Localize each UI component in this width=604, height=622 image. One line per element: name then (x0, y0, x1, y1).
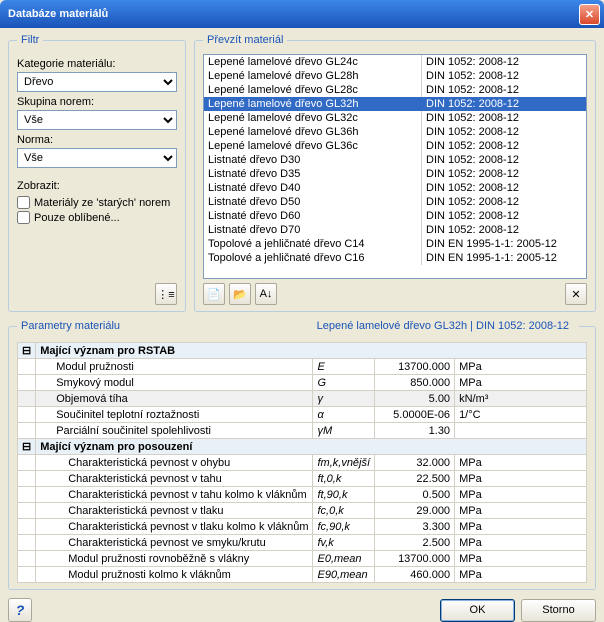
material-row[interactable]: Listnaté dřevo D70DIN 1052: 2008-12 (204, 223, 586, 237)
material-row[interactable]: Listnaté dřevo D50DIN 1052: 2008-12 (204, 195, 586, 209)
help-button[interactable]: ? (8, 598, 32, 622)
material-row[interactable]: Topolové a jehličnaté dřevo C16DIN EN 19… (204, 251, 586, 265)
material-row[interactable]: Lepené lamelové dřevo GL36cDIN 1052: 200… (204, 139, 586, 153)
standard-select[interactable]: Vše (17, 148, 177, 168)
titlebar: Databáze materiálů ✕ (0, 0, 604, 28)
standard-group-select[interactable]: Vše (17, 110, 177, 130)
category-label: Kategorie materiálu: (17, 58, 177, 70)
sort-button[interactable]: A↓ (255, 283, 277, 305)
favorites-label: Pouze oblíbené... (34, 212, 120, 224)
ok-button[interactable]: OK (440, 599, 515, 622)
params-legend: Parametry materiálu (21, 320, 120, 332)
filter-legend: Filtr (17, 34, 43, 46)
material-row[interactable]: Listnaté dřevo D35DIN 1052: 2008-12 (204, 167, 586, 181)
filter-panel: Filtr Kategorie materiálu: Dřevo Skupina… (8, 34, 186, 312)
params-header-right: Lepené lamelové dřevo GL32h | DIN 1052: … (317, 320, 575, 332)
standard-group-label: Skupina norem: (17, 96, 177, 108)
new-material-button[interactable]: 📄 (203, 283, 225, 305)
material-row[interactable]: Listnaté dřevo D30DIN 1052: 2008-12 (204, 153, 586, 167)
material-row[interactable]: Lepené lamelové dřevo GL36hDIN 1052: 200… (204, 125, 586, 139)
material-row[interactable]: Lepené lamelové dřevo GL32cDIN 1052: 200… (204, 111, 586, 125)
material-row[interactable]: Listnaté dřevo D40DIN 1052: 2008-12 (204, 181, 586, 195)
material-row[interactable]: Topolové a jehličnaté dřevo C14DIN EN 19… (204, 237, 586, 251)
material-row[interactable]: Lepené lamelové dřevo GL28cDIN 1052: 200… (204, 83, 586, 97)
old-standards-checkbox[interactable] (17, 196, 30, 209)
material-row[interactable]: Lepené lamelové dřevo GL24cDIN 1052: 200… (204, 55, 586, 69)
window-title: Databáze materiálů (8, 8, 579, 20)
standard-label: Norma: (17, 134, 177, 146)
materials-legend: Převzít materiál (203, 34, 287, 46)
parameters-table: ⊟Mající význam pro RSTABModul pružnostiE… (17, 342, 587, 583)
materials-listbox[interactable]: Lepené lamelové dřevo GL24cDIN 1052: 200… (203, 54, 587, 279)
parameters-panel: Parametry materiálu Lepené lamelové dřev… (8, 320, 596, 590)
material-row[interactable]: Lepené lamelové dřevo GL28hDIN 1052: 200… (204, 69, 586, 83)
favorites-checkbox-row[interactable]: Pouze oblíbené... (17, 211, 177, 224)
material-row[interactable]: Listnaté dřevo D60DIN 1052: 2008-12 (204, 209, 586, 223)
favorites-checkbox[interactable] (17, 211, 30, 224)
material-row[interactable]: Lepené lamelové dřevo GL32hDIN 1052: 200… (204, 97, 586, 111)
materials-panel: Převzít materiál Lepené lamelové dřevo G… (194, 34, 596, 312)
old-standards-label: Materiály ze 'starých' norem (34, 197, 170, 209)
show-label: Zobrazit: (17, 180, 177, 192)
edit-material-button[interactable]: 📂 (229, 283, 251, 305)
old-standards-checkbox-row[interactable]: Materiály ze 'starých' norem (17, 196, 177, 209)
delete-button[interactable]: ✕ (565, 283, 587, 305)
close-button[interactable]: ✕ (579, 4, 600, 25)
cancel-button[interactable]: Storno (521, 599, 596, 622)
category-select[interactable]: Dřevo (17, 72, 177, 92)
filter-favorites-button[interactable]: ⋮≡ (155, 283, 177, 305)
